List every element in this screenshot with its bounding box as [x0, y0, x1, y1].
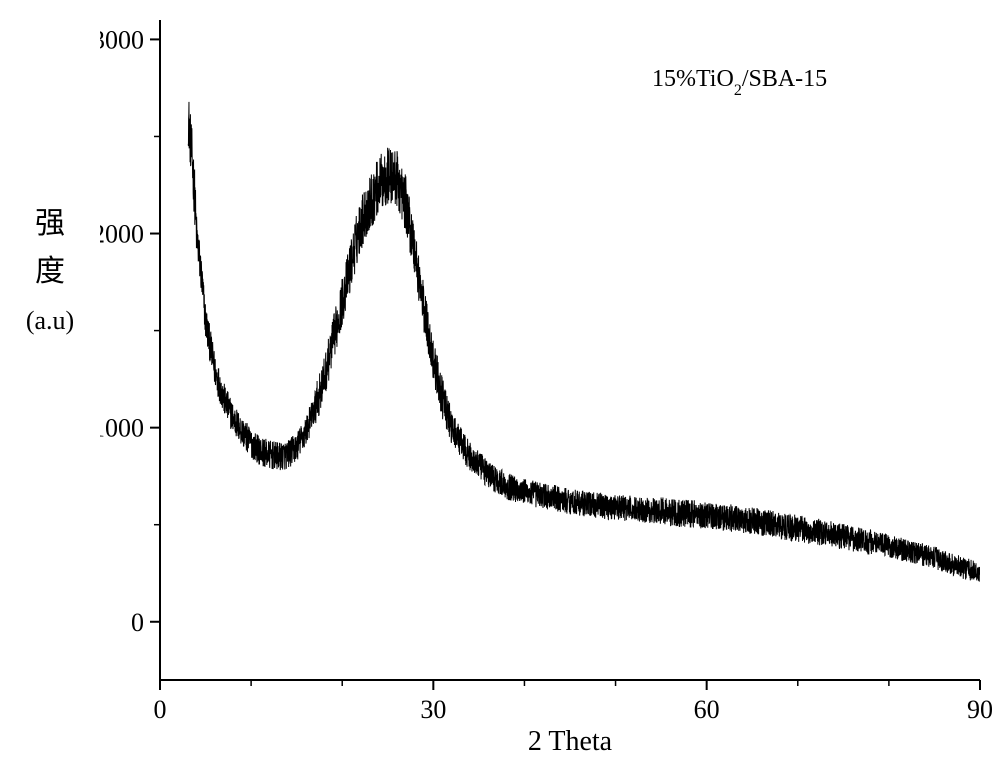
x-tick-label: 90	[967, 695, 993, 724]
chart-svg: 030609001000200030002 Theta15%TiO2/SBA-1…	[100, 0, 1000, 761]
x-tick-label: 60	[694, 695, 720, 724]
chart-bg	[100, 0, 1000, 761]
xrd-figure: 强 度 (a.u) 030609001000200030002 Theta15%…	[0, 0, 1000, 761]
y-axis-label: 强 度 (a.u)	[10, 200, 90, 336]
y-tick-label: 2000	[100, 220, 144, 249]
y-axis-label-unit: (a.u)	[10, 306, 90, 336]
y-tick-label: 0	[131, 608, 144, 637]
x-axis-label: 2 Theta	[528, 726, 613, 757]
y-axis-label-cjk-1: 强	[10, 200, 90, 248]
chart-svg-container: 030609001000200030002 Theta15%TiO2/SBA-1…	[100, 0, 1000, 761]
y-tick-label: 1000	[100, 414, 144, 443]
y-axis-label-cjk-2: 度	[10, 248, 90, 296]
x-tick-label: 30	[420, 695, 446, 724]
y-tick-label: 3000	[100, 25, 144, 54]
x-tick-label: 0	[154, 695, 167, 724]
